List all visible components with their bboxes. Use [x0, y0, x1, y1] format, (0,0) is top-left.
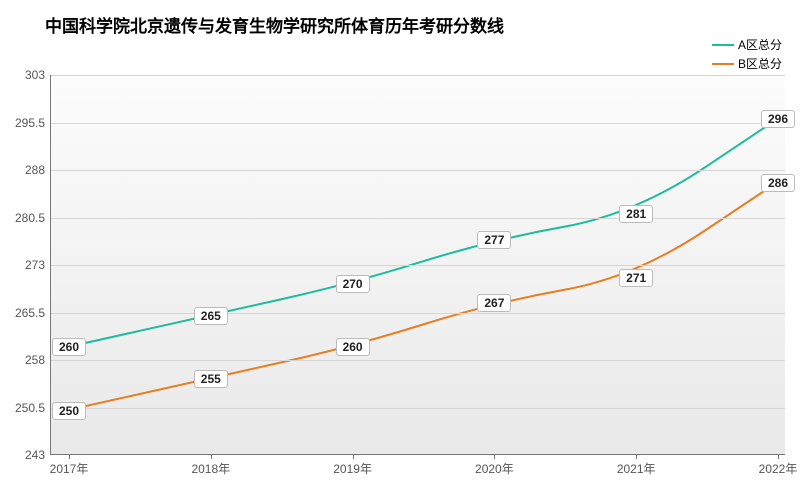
- y-axis-label: 265.5: [15, 306, 51, 320]
- grid-line: [51, 313, 785, 314]
- grid-line: [51, 408, 785, 409]
- legend-label-b: B区总分: [738, 55, 782, 72]
- grid-line: [51, 170, 785, 171]
- x-axis-label: 2022年: [759, 454, 798, 477]
- y-axis-label: 243: [25, 448, 51, 462]
- y-axis-label: 288: [25, 163, 51, 177]
- series-line-1: [69, 182, 777, 409]
- y-axis-label: 295.5: [15, 116, 51, 130]
- data-label: 260: [52, 338, 86, 356]
- plot-area: 243250.5258265.5273280.5288295.53032017年…: [50, 75, 785, 455]
- data-label: 281: [619, 205, 653, 223]
- x-axis-label: 2021年: [617, 454, 656, 477]
- data-label: 286: [761, 174, 795, 192]
- grid-line: [51, 123, 785, 124]
- x-axis-label: 2018年: [191, 454, 230, 477]
- data-label: 260: [336, 338, 370, 356]
- y-axis-label: 250.5: [15, 401, 51, 415]
- x-axis-label: 2019年: [333, 454, 372, 477]
- y-axis-label: 280.5: [15, 211, 51, 225]
- data-label: 265: [194, 307, 228, 325]
- legend-item-a: A区总分: [712, 36, 782, 53]
- legend: A区总分 B区总分: [712, 36, 782, 74]
- grid-line: [51, 218, 785, 219]
- grid-line: [51, 360, 785, 361]
- y-axis-label: 273: [25, 258, 51, 272]
- legend-swatch-b: [712, 63, 734, 65]
- x-axis-label: 2020年: [475, 454, 514, 477]
- data-label: 255: [194, 370, 228, 388]
- grid-line: [51, 265, 785, 266]
- data-label: 296: [761, 110, 795, 128]
- data-label: 277: [477, 231, 511, 249]
- grid-line: [51, 75, 785, 76]
- data-label: 250: [52, 402, 86, 420]
- data-label: 270: [336, 275, 370, 293]
- data-label: 271: [619, 269, 653, 287]
- legend-item-b: B区总分: [712, 55, 782, 72]
- legend-swatch-a: [712, 44, 734, 46]
- x-axis-label: 2017年: [50, 454, 89, 477]
- legend-label-a: A区总分: [738, 36, 782, 53]
- y-axis-label: 258: [25, 353, 51, 367]
- chart-title: 中国科学院北京遗传与发育生物学研究所体育历年考研分数线: [45, 12, 504, 37]
- data-label: 267: [477, 294, 511, 312]
- chart-container: 中国科学院北京遗传与发育生物学研究所体育历年考研分数线 A区总分 B区总分 24…: [0, 0, 800, 500]
- y-axis-label: 303: [25, 68, 51, 82]
